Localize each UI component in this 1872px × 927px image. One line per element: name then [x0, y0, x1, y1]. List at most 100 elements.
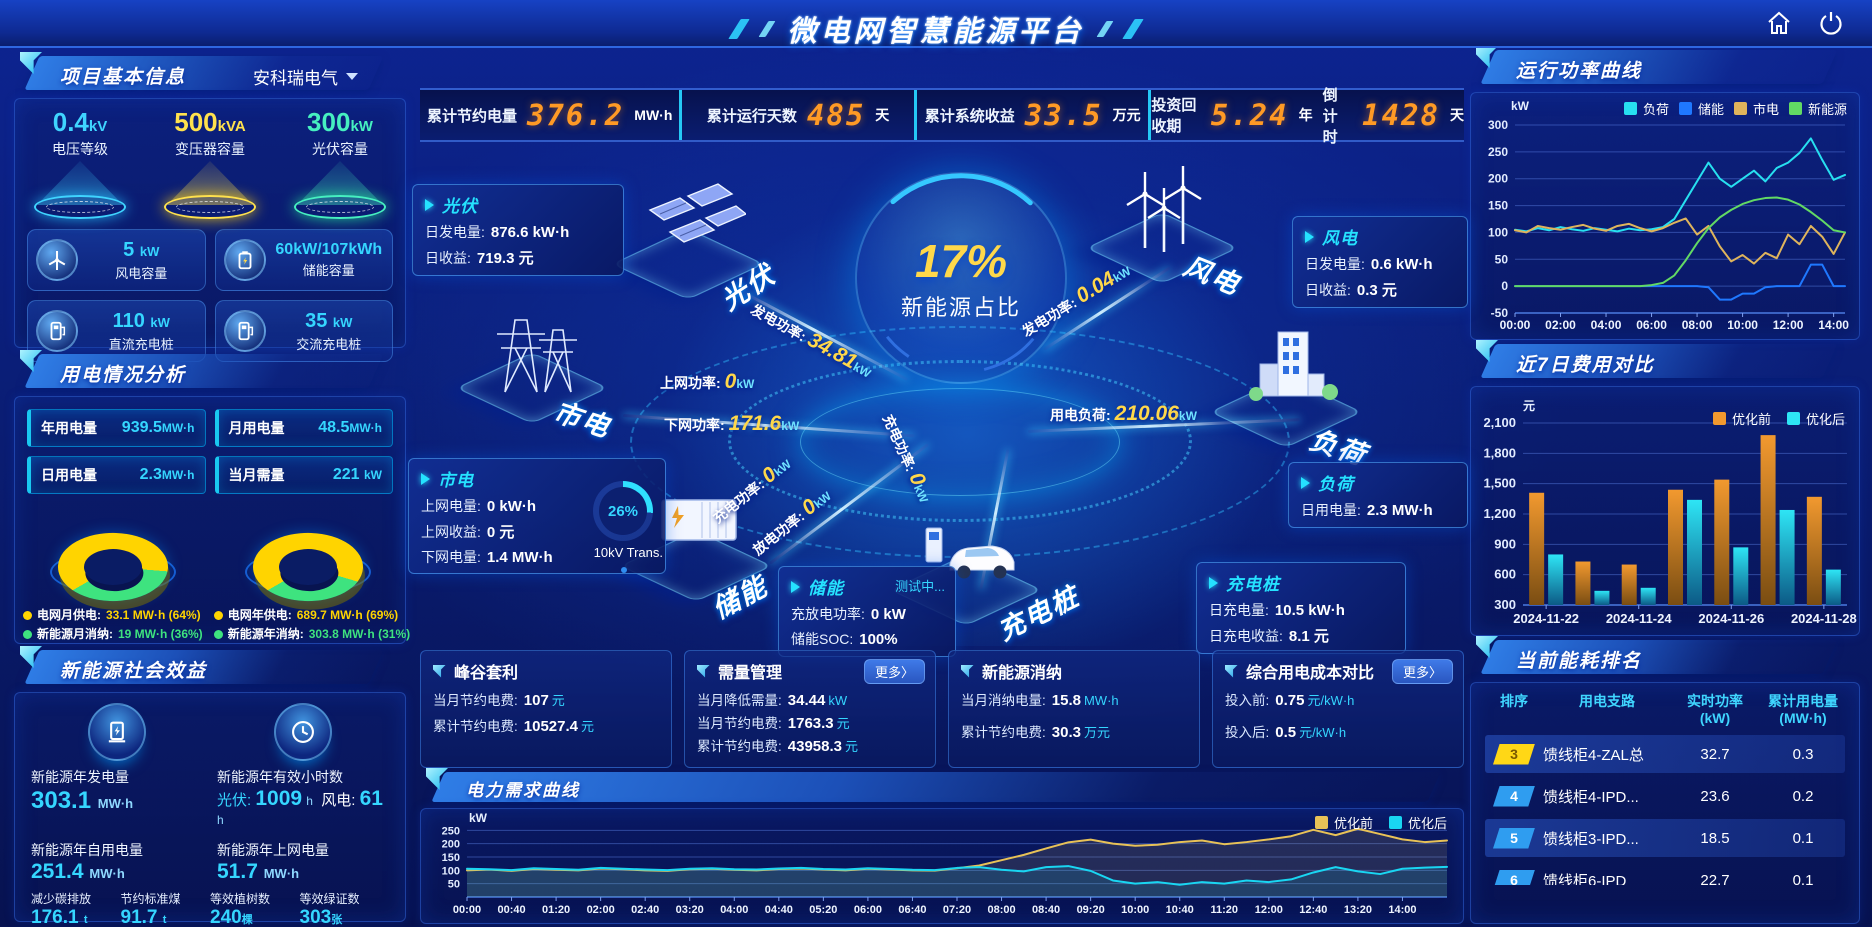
panel-title: 用电情况分析	[60, 365, 187, 386]
ac-charger-icon	[223, 310, 266, 352]
svg-text:01:20: 01:20	[542, 904, 570, 916]
table-row[interactable]: 5 馈线柜3-IPD... 18.5 0.1	[1485, 819, 1845, 857]
renewable-share-value: 17%	[914, 235, 1008, 287]
card-peak-valley: 峰谷套利 当月节约电费: 107 元 累计节约电费: 10527.4 元	[420, 650, 672, 768]
kpi-unit: 天	[875, 107, 890, 123]
more-button[interactable]: 更多〉	[1391, 659, 1453, 684]
svg-text:300: 300	[1494, 597, 1516, 612]
node-load[interactable]: 负荷	[1204, 322, 1374, 472]
panel-title: 当前能耗排名	[1516, 651, 1643, 672]
battery-icon	[223, 239, 266, 281]
svg-text:150: 150	[1488, 199, 1508, 213]
spotlight-ring	[164, 195, 256, 219]
rank-badge: 3	[1493, 743, 1535, 765]
svg-text:05:20: 05:20	[809, 904, 837, 916]
svg-text:06:40: 06:40	[898, 904, 926, 916]
node-wind[interactable]: 风电	[1080, 158, 1250, 308]
more-button[interactable]: 更多〉	[863, 659, 925, 684]
stat-month-demand: 当月需量 221 kW	[214, 456, 393, 494]
generation-icon	[88, 703, 146, 761]
company-dropdown[interactable]: 安科瑞电气	[253, 64, 358, 89]
svg-text:09:20: 09:20	[1077, 904, 1105, 916]
kpi-value: 5.24	[1210, 98, 1289, 132]
benefit-generation: 新能源年发电量 303.1 MW·h	[31, 703, 203, 828]
svg-text:02:00: 02:00	[1545, 318, 1576, 332]
spotlight-transformer: 500kVA 变压器容量	[146, 107, 275, 219]
rank-badge: 5	[1493, 827, 1535, 849]
chart-legend: 负荷 储能 市电 新能源	[1623, 99, 1847, 118]
panel-operating-power: 运行功率曲线 kW 负荷 储能 市电 新能源 -50 0 50 100 150 200 25…	[1470, 46, 1860, 340]
spotlight-ring	[294, 195, 386, 219]
svg-text:2024-11-24: 2024-11-24	[1606, 611, 1673, 626]
node-storage[interactable]: 储能	[614, 476, 784, 626]
platform-ring-inner	[800, 388, 1120, 496]
flow-load-power: 用电负荷: 210.06kW	[1050, 402, 1197, 425]
wind-turbine-icon	[36, 239, 78, 281]
svg-text:11:20: 11:20	[1211, 904, 1239, 916]
summary-cards: 峰谷套利 当月节约电费: 107 元 累计节约电费: 10527.4 元 需量管理 更多…	[420, 650, 1464, 768]
power-pylon-icon	[497, 319, 577, 393]
capacity-card-wind: 5 kW 风电容量	[27, 229, 206, 291]
kpi-unit: 天	[1450, 107, 1464, 123]
node-grid[interactable]: 市电	[450, 298, 620, 448]
info-card-wind: 风电 日发电量: 0.6 kW·h 日收益: 0.3 元	[1292, 216, 1468, 308]
wind-turbines-icon	[1126, 166, 1202, 252]
kpi-unit: 万元	[1112, 107, 1141, 123]
benefit-export: 新能源年上网电量 51.7 MW·h	[217, 842, 329, 883]
legend-grid-month: 电网月供电: 33.1 MW·h (64%)	[23, 606, 206, 625]
spotlight-ring	[34, 195, 126, 219]
card-renewable-absorb: 新能源消纳 当月消纳电量: 15.8 MW·h 累计节约电费: 30.3 万元	[948, 650, 1200, 768]
svg-text:02:00: 02:00	[587, 904, 615, 916]
company-name: 安科瑞电气	[253, 69, 338, 88]
page-title: 微电网智慧能源平台	[787, 16, 1085, 48]
svg-text:2024-11-22: 2024-11-22	[1513, 611, 1579, 626]
panel-demand-curve: 电力需求曲线 kW 优化前 优化后 50 100 150 200 250 00:00 00:…	[420, 768, 1464, 924]
y-axis-unit: kW	[1511, 99, 1529, 113]
svg-text:08:00: 08:00	[987, 904, 1015, 916]
power-icon[interactable]	[1818, 10, 1844, 36]
svg-text:13:20: 13:20	[1344, 904, 1372, 916]
svg-text:100: 100	[1488, 225, 1508, 239]
svg-text:50: 50	[448, 879, 460, 891]
table-row[interactable]: 6 馈线柜6-IPD 22.7 0.1	[1485, 861, 1845, 885]
stat-day-usage: 日用电量 2.3MW·h	[27, 456, 206, 494]
svg-text:1,500: 1,500	[1483, 476, 1516, 491]
kpi-total-income: 累计系统收益 33.5 万元	[913, 90, 1149, 140]
node-charger[interactable]: 充电桩	[884, 500, 1084, 650]
panel-title: 新能源社会效益	[60, 661, 208, 682]
svg-text:12:40: 12:40	[1299, 904, 1327, 916]
home-icon[interactable]	[1766, 10, 1792, 36]
svg-text:10:00: 10:00	[1121, 904, 1149, 916]
kpi-unit: 年	[1298, 107, 1313, 123]
operating-power-chart: -50 0 50 100 150 200 250 300 00:00 02:00 04:00 06:0…	[1488, 118, 1849, 332]
card-icon	[1225, 664, 1238, 678]
svg-text:14:00: 14:00	[1388, 904, 1416, 916]
kpi-label: 投资回收期	[1151, 97, 1197, 135]
panel-project-info: 项目基本信息 安科瑞电气 0.4kV 电压等级 500kVA 变压器容量 300…	[14, 52, 406, 362]
table-row[interactable]: 3 馈线柜4-ZAL总 32.7 0.3	[1485, 735, 1845, 773]
svg-text:00:40: 00:40	[497, 904, 525, 916]
info-card-charger: 充电桩 日充电量: 10.5 kW·h 日充电收益: 8.1 元	[1196, 562, 1406, 654]
kpi-label: 累计运行天数	[706, 107, 797, 125]
svg-text:900: 900	[1494, 536, 1516, 551]
center-bubble: 17% 新能源占比	[855, 172, 1067, 384]
arrow-icon	[1305, 230, 1314, 243]
kpi-payback: 投资回收期 5.24 年 倒计时 1428 天	[1148, 87, 1464, 146]
svg-text:-50: -50	[1491, 306, 1509, 320]
svg-text:02:40: 02:40	[631, 904, 659, 916]
svg-text:10:40: 10:40	[1166, 904, 1194, 916]
svg-text:250: 250	[1488, 145, 1508, 159]
table-row[interactable]: 4 馈线柜4-IPD... 23.6 0.2	[1485, 777, 1845, 815]
info-card-solar: 光伏 日发电量: 876.6 kW·h 日收益: 719.3 元	[412, 184, 624, 276]
capacity-card-dc-charger: 110 kW 直流充电桩	[27, 300, 206, 362]
panel-usage-analysis: 用电情况分析 年用电量 939.5MW·h 月用电量 48.5MW·h 日用电量 2.…	[14, 350, 410, 644]
kpi-bar: 累计节约电量 376.2 MW·h 累计运行天数 485 天 累计系统收益 33…	[420, 87, 1464, 146]
node-solar[interactable]: 光伏	[606, 174, 781, 324]
svg-text:200: 200	[442, 839, 460, 851]
kpi-value: 376.2	[526, 98, 625, 132]
title-decor-left-2	[758, 21, 776, 37]
svg-text:04:40: 04:40	[765, 904, 793, 916]
table-header: 排序 用电支路 实时功率 (kW) 累计用电量 (MW·h)	[1500, 693, 1838, 726]
solar-panels-icon	[648, 183, 746, 243]
y-axis-unit: kW	[469, 811, 487, 825]
